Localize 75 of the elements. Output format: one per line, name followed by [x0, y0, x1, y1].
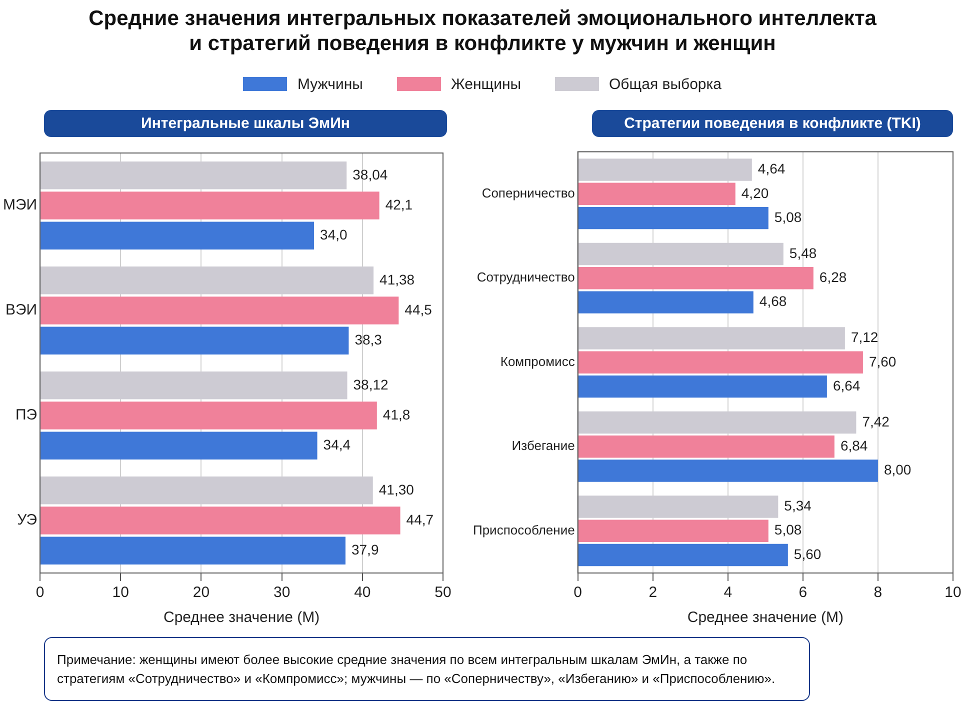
bar: [40, 506, 400, 534]
data-label: 7,60: [868, 353, 896, 370]
data-label: 42,1: [385, 196, 413, 212]
y-tick-label: Приспособление: [472, 522, 575, 538]
y-tick-label: Соперничество: [482, 186, 575, 200]
data-label: 5,48: [789, 244, 817, 261]
bar: [40, 222, 314, 250]
legend-label: Мужчины: [296, 76, 363, 93]
x-axis-title: Среднее значение (M): [163, 609, 320, 626]
x-tick-label: 20: [192, 584, 210, 602]
x-tick-label: 40: [354, 584, 371, 602]
data-label: 44,5: [404, 301, 432, 318]
x-tick-label: 2: [648, 584, 658, 602]
data-label: 5,08: [774, 522, 802, 538]
bar: [578, 182, 736, 206]
data-label: 38,3: [354, 331, 382, 348]
legend-label: Общая выборка: [608, 76, 722, 93]
bar: [40, 192, 380, 220]
bar: [40, 402, 377, 430]
data-label: 5,34: [784, 498, 812, 514]
data-label: 7,12: [850, 329, 878, 346]
data-label: 4,64: [758, 160, 786, 177]
bar: [578, 375, 827, 398]
bar: [578, 206, 768, 230]
data-label: 5,08: [774, 208, 802, 225]
bar: [40, 536, 346, 564]
bar: [40, 326, 349, 354]
y-tick-label: МЭИ: [2, 196, 38, 214]
y-tick-label: ВЭИ: [5, 302, 38, 319]
data-label: 41,30: [378, 481, 414, 498]
bar: [578, 460, 878, 482]
chart-subtitle: Интегральные шкалы ЭмИн: [44, 110, 447, 137]
data-label: 6,84: [840, 438, 868, 454]
data-label: 4,68: [759, 293, 787, 310]
bar: [578, 544, 788, 566]
data-label: 38,04: [352, 166, 388, 182]
y-tick-label: УЭ: [17, 512, 38, 529]
x-tick-label: 10: [944, 584, 962, 602]
data-label: 6,64: [832, 377, 860, 394]
x-tick-label: 10: [112, 584, 129, 602]
data-label: 41,8: [382, 406, 410, 422]
x-tick-label: 50: [434, 584, 452, 602]
text: Примечание: женщины имеют более высокие средние значения по всем интегральным шкалам ЭмИн, а также по стратегиям «Сотрудничество» и «Компромисс»; мужчины — по «Соперничеству», «Избеганию» и «Приспособлению».: [44, 637, 810, 701]
bar: [578, 351, 863, 374]
bar: [578, 267, 814, 290]
bar: [578, 291, 754, 314]
x-tick-label: 0: [574, 584, 582, 602]
data-label: 37,9: [351, 541, 379, 558]
bar: [578, 520, 768, 542]
x-tick-label: 30: [273, 584, 290, 602]
x-tick-label: 4: [724, 584, 732, 602]
chart-subtitle: Стратегии поведения в конфликте (TKI): [592, 110, 953, 137]
x-tick-label: 8: [874, 584, 882, 602]
y-tick-label: Сотрудничество: [476, 270, 575, 285]
data-label: 6,28: [819, 269, 847, 286]
y-tick-label: Избегание: [512, 438, 575, 454]
data-label: 8,00: [884, 462, 912, 478]
legend-label: Женщины: [450, 76, 522, 93]
x-axis-title: Среднее значение (M): [687, 609, 844, 626]
x-tick-label: 6: [798, 584, 808, 602]
y-tick-label: Компромисс: [500, 354, 576, 369]
data-label: 44,7: [406, 511, 434, 528]
data-label: 7,42: [862, 413, 890, 430]
data-label: 41,38: [380, 271, 415, 288]
data-label: 34,0: [320, 226, 348, 242]
data-label: 34,4: [323, 436, 351, 452]
data-label: 4,20: [741, 184, 769, 201]
chart-title: Средние значения интегральных показателей эмоционального интеллекта и стратегий поведения в конфликте у мужчин и женщин: [88, 6, 878, 56]
bar: [578, 436, 834, 458]
data-label: 5,60: [794, 546, 822, 562]
bar: [40, 296, 399, 324]
y-tick-label: ПЭ: [15, 406, 38, 424]
bar: [40, 432, 318, 460]
data-label: 38,12: [353, 376, 389, 392]
x-tick-label: 0: [36, 584, 44, 602]
